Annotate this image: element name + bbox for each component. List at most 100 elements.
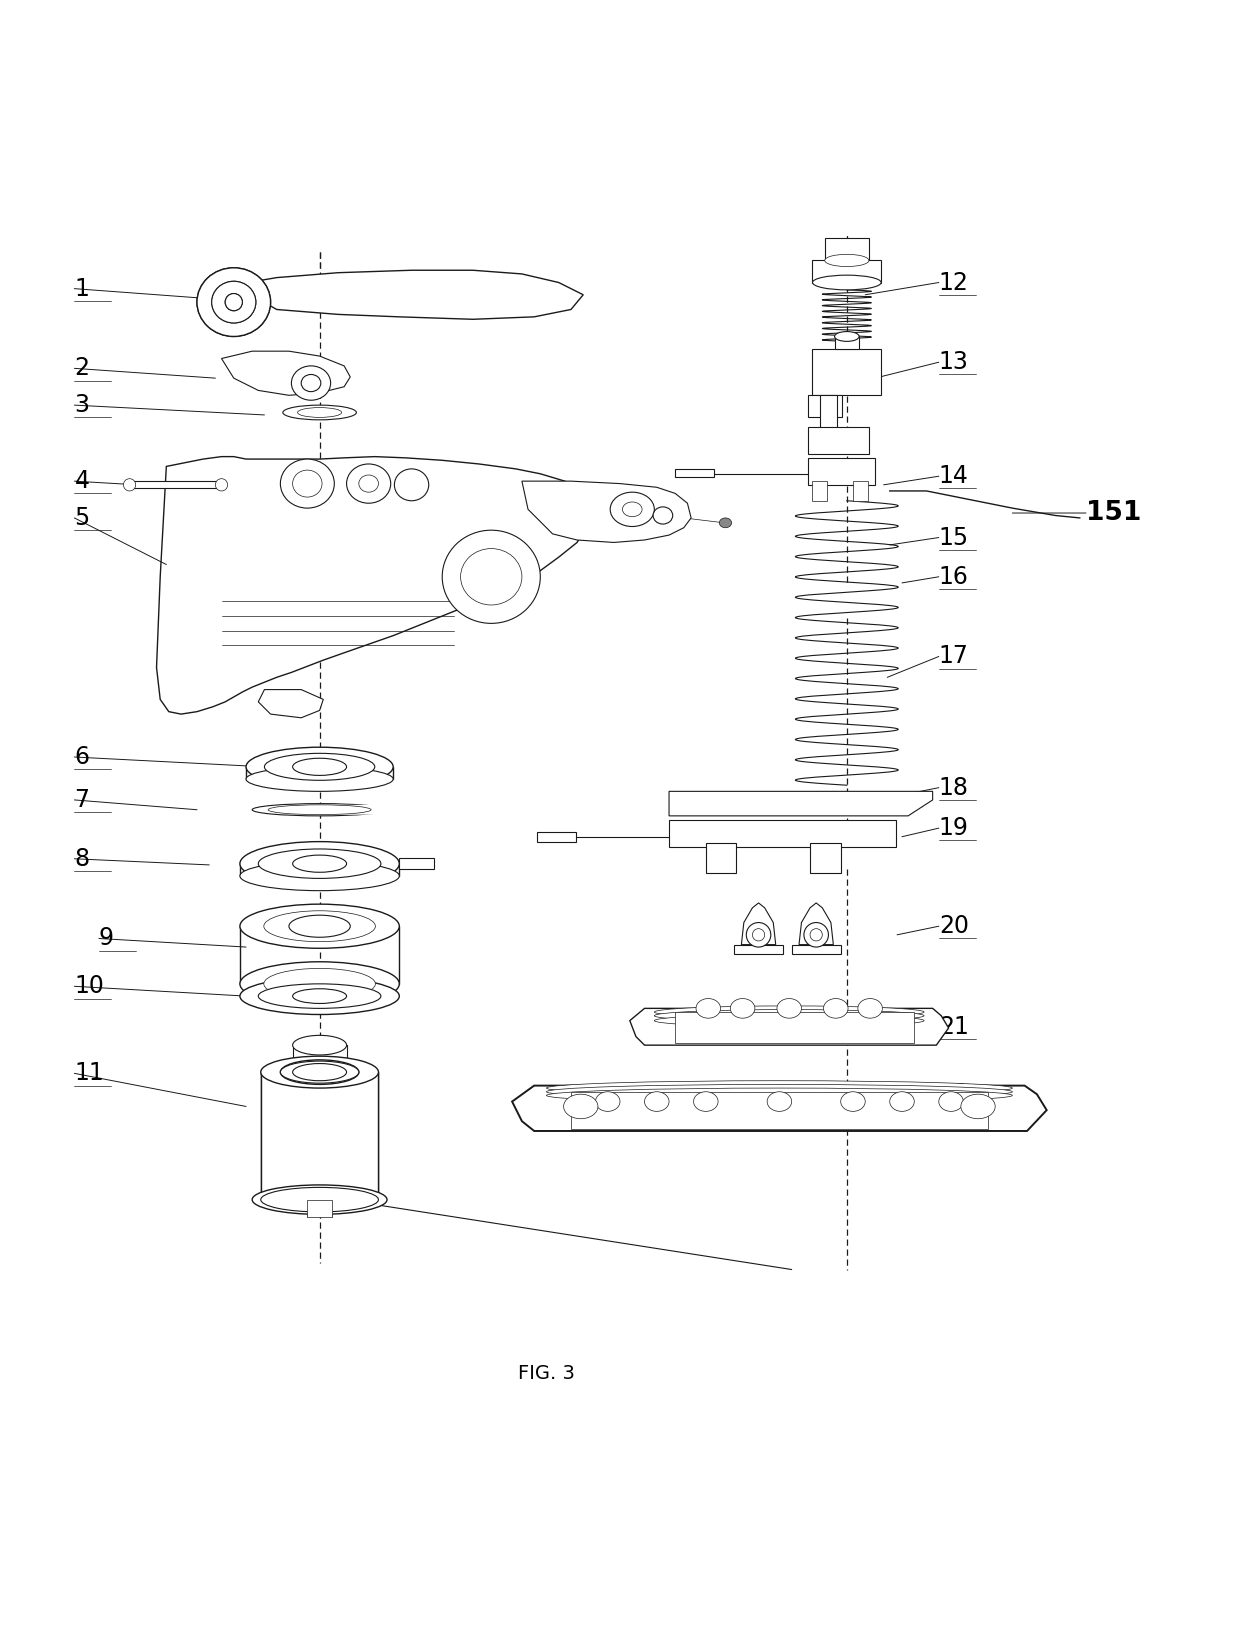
Polygon shape xyxy=(742,903,776,945)
Ellipse shape xyxy=(460,549,522,605)
Ellipse shape xyxy=(293,988,346,1003)
Ellipse shape xyxy=(394,469,429,501)
Bar xyxy=(820,395,837,429)
Bar xyxy=(260,1072,378,1205)
Ellipse shape xyxy=(252,804,387,815)
Ellipse shape xyxy=(226,294,242,311)
Ellipse shape xyxy=(858,998,883,1018)
Ellipse shape xyxy=(293,470,322,496)
Ellipse shape xyxy=(252,1185,387,1215)
Polygon shape xyxy=(234,270,583,319)
Bar xyxy=(734,945,784,955)
Bar xyxy=(807,427,869,454)
Ellipse shape xyxy=(804,922,828,947)
Ellipse shape xyxy=(693,1092,718,1111)
Ellipse shape xyxy=(293,1064,346,1080)
Polygon shape xyxy=(630,1008,949,1046)
Bar xyxy=(706,843,737,873)
Ellipse shape xyxy=(358,475,378,492)
Polygon shape xyxy=(129,482,222,488)
Ellipse shape xyxy=(260,1055,378,1088)
Ellipse shape xyxy=(283,404,356,419)
Ellipse shape xyxy=(777,998,801,1018)
Ellipse shape xyxy=(212,281,255,322)
Text: 14: 14 xyxy=(939,464,968,488)
Ellipse shape xyxy=(239,978,399,1014)
Text: 4: 4 xyxy=(74,469,89,493)
Polygon shape xyxy=(512,1085,1047,1131)
Text: 18: 18 xyxy=(939,776,968,799)
Text: 151: 151 xyxy=(1086,500,1141,526)
Polygon shape xyxy=(670,791,932,815)
Ellipse shape xyxy=(268,806,371,815)
Ellipse shape xyxy=(890,1092,914,1111)
Ellipse shape xyxy=(961,1095,996,1118)
Ellipse shape xyxy=(239,904,399,949)
Text: 10: 10 xyxy=(74,975,104,998)
Polygon shape xyxy=(522,482,691,543)
Text: 6: 6 xyxy=(74,745,89,769)
Ellipse shape xyxy=(212,281,255,322)
Ellipse shape xyxy=(239,842,399,886)
Text: 2: 2 xyxy=(74,357,89,380)
Ellipse shape xyxy=(301,375,321,391)
Text: 3: 3 xyxy=(74,393,89,418)
Ellipse shape xyxy=(746,922,771,947)
Ellipse shape xyxy=(239,962,399,1006)
Ellipse shape xyxy=(293,1036,346,1055)
Bar xyxy=(308,1200,332,1217)
Ellipse shape xyxy=(289,916,350,937)
Ellipse shape xyxy=(655,1009,924,1023)
Text: 19: 19 xyxy=(939,815,968,840)
Bar xyxy=(293,1046,346,1072)
Bar xyxy=(812,349,882,395)
Bar xyxy=(670,820,895,847)
Ellipse shape xyxy=(291,367,331,399)
Text: 8: 8 xyxy=(74,847,89,871)
Text: 1: 1 xyxy=(74,276,89,301)
Text: 21: 21 xyxy=(939,1014,968,1039)
Text: FIG. 3: FIG. 3 xyxy=(518,1365,575,1383)
Text: 13: 13 xyxy=(939,350,968,375)
Ellipse shape xyxy=(655,1006,924,1018)
Text: 5: 5 xyxy=(74,506,89,529)
Ellipse shape xyxy=(653,506,673,524)
Ellipse shape xyxy=(547,1088,1012,1103)
Ellipse shape xyxy=(280,1060,358,1083)
Ellipse shape xyxy=(841,1092,866,1111)
Text: 11: 11 xyxy=(74,1062,104,1085)
Ellipse shape xyxy=(280,459,335,508)
Ellipse shape xyxy=(730,998,755,1018)
Ellipse shape xyxy=(753,929,765,940)
Text: 22: 22 xyxy=(939,1082,968,1106)
Ellipse shape xyxy=(280,1060,358,1085)
Ellipse shape xyxy=(622,501,642,516)
Ellipse shape xyxy=(293,758,346,776)
Ellipse shape xyxy=(595,1092,620,1111)
Text: 16: 16 xyxy=(939,566,968,589)
Text: 12: 12 xyxy=(939,271,968,294)
Ellipse shape xyxy=(264,911,376,942)
Ellipse shape xyxy=(124,478,135,492)
Ellipse shape xyxy=(258,983,381,1008)
Ellipse shape xyxy=(264,968,376,1000)
Bar xyxy=(675,469,714,477)
Ellipse shape xyxy=(719,518,732,528)
Bar xyxy=(853,482,868,501)
Ellipse shape xyxy=(346,464,391,503)
Polygon shape xyxy=(799,903,833,945)
Ellipse shape xyxy=(197,268,270,337)
Ellipse shape xyxy=(825,255,869,266)
Ellipse shape xyxy=(564,1095,598,1118)
Ellipse shape xyxy=(246,748,393,786)
Bar xyxy=(825,238,869,260)
Bar xyxy=(810,843,841,873)
Ellipse shape xyxy=(835,332,859,342)
Bar xyxy=(675,1013,914,1042)
Text: 7: 7 xyxy=(74,787,89,812)
Ellipse shape xyxy=(547,1080,1012,1095)
Ellipse shape xyxy=(216,478,228,492)
Ellipse shape xyxy=(443,529,541,623)
Polygon shape xyxy=(222,352,350,395)
Ellipse shape xyxy=(239,861,399,891)
